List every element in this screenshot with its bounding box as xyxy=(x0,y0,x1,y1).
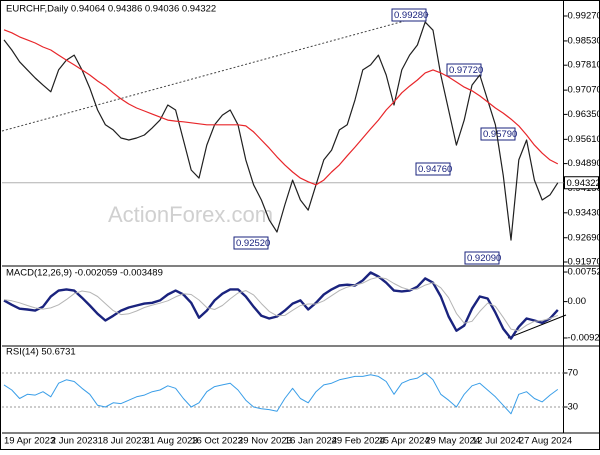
y-tick-label: 0.00 xyxy=(568,296,587,307)
panel-title: RSI(14) 50.6731 xyxy=(6,347,76,358)
y-tick-label: 0.94890 xyxy=(568,158,600,169)
y-tick-label: 0.92690 xyxy=(568,232,600,243)
watermark: ActionForex.com xyxy=(108,202,273,227)
y-tick-label: 30 xyxy=(568,402,579,413)
y-tick-label: 70 xyxy=(568,368,579,379)
panel-title: MACD(12,26,9) -0.002059 -0.003489 xyxy=(6,268,163,279)
annotation-label: 0.92090 xyxy=(467,253,501,264)
annotation: 0.92090 xyxy=(465,252,501,264)
chart-title: EURCHF,Daily 0.94064 0.94386 0.94036 0.9… xyxy=(6,4,216,15)
y-tick-label: 0.99270 xyxy=(568,11,600,22)
annotation: 0.99280 xyxy=(392,9,428,21)
y-tick-label: 0.96350 xyxy=(568,109,600,120)
x-tick-label: 29 Nov 2023 xyxy=(238,436,292,447)
y-tick-label: 0.95610 xyxy=(568,134,600,145)
y-tick-label: -0.009252 xyxy=(568,332,600,343)
x-tick-label: 27 Aug 2024 xyxy=(519,436,572,447)
x-tick-label: 18 Jul 2023 xyxy=(98,436,147,447)
annotation: 0.92520 xyxy=(234,237,270,249)
x-tick-label: 16 Jan 2024 xyxy=(285,436,337,447)
y-tick-label: 0.007525 xyxy=(568,267,600,278)
y-tick-label: 0.98530 xyxy=(568,35,600,46)
x-tick-label: 2 Jun 2023 xyxy=(51,436,98,447)
annotation: 0.94760 xyxy=(416,163,452,175)
x-tick-label: 12 Jul 2024 xyxy=(472,436,521,447)
annotation-label: 0.94760 xyxy=(418,164,452,175)
x-tick-label: 29 Feb 2024 xyxy=(332,436,385,447)
y-tick-label: 0.97810 xyxy=(568,60,600,71)
annotation-label: 0.99280 xyxy=(394,10,428,21)
x-tick-label: 15 Apr 2024 xyxy=(378,436,429,447)
annotation: 0.97720 xyxy=(447,64,483,76)
annotation-label: 0.95790 xyxy=(483,129,517,140)
y-tick-label: 0.93430 xyxy=(568,207,600,218)
annotation-label: 0.92520 xyxy=(236,238,270,249)
y-tick-label: 0.97070 xyxy=(568,85,600,96)
x-tick-label: 31 Aug 2023 xyxy=(144,436,197,447)
last-price-label: 0.94322 xyxy=(567,178,600,189)
x-tick-label: 19 Apr 2023 xyxy=(4,436,55,447)
annotation: 0.95790 xyxy=(481,128,517,140)
x-tick-label: 16 Oct 2023 xyxy=(191,436,243,447)
annotation-label: 0.97720 xyxy=(449,65,483,76)
